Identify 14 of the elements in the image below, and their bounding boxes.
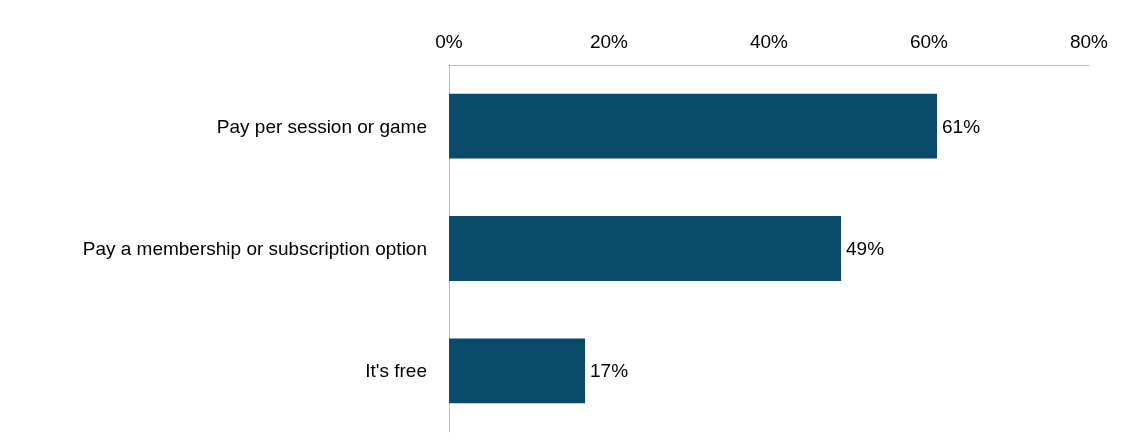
x-tick-label: 20% [589,31,629,52]
x-tick-label: 80% [1069,31,1109,52]
y-tick-label: Pay per session or game [216,115,427,137]
data-label: 17% [590,360,629,382]
bar [449,216,841,281]
x-tick-label: 0% [435,31,463,52]
y-tick-label: It's free [365,360,427,382]
x-tick-label: 40% [749,31,789,52]
y-tick-label: Pay a membership or subscription option [82,238,427,259]
bar [449,93,937,159]
data-label: 49% [846,238,885,259]
bar [449,338,585,404]
data-label: 61% [942,115,981,137]
x-tick-label: 60% [909,31,949,52]
